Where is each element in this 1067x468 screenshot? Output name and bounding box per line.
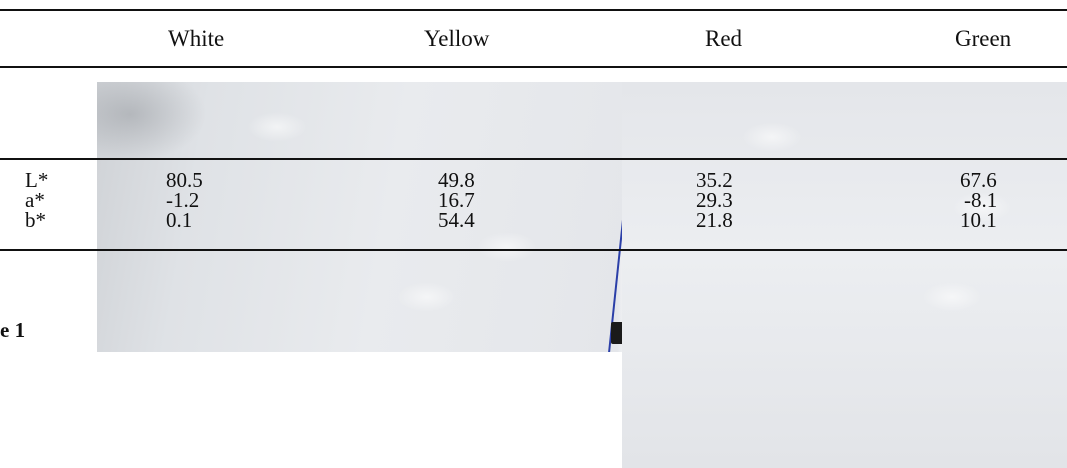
texture-spot <box>247 112 307 142</box>
row-label-l: L* <box>25 168 49 192</box>
table-top-rule <box>0 9 1067 11</box>
table-cell: 80.5 <box>166 168 203 192</box>
table-cell: 10.1 <box>960 208 997 232</box>
row-label-b: b* <box>25 208 46 232</box>
table-cell: 16.7 <box>438 188 475 212</box>
table-cell: 21.8 <box>696 208 733 232</box>
table-body-top-rule <box>0 158 1067 160</box>
table-bottom-rule <box>0 249 1067 251</box>
caption-fragment: e 1 <box>0 318 26 342</box>
table-header-rule <box>0 66 1067 68</box>
row-label-a: a* <box>25 188 45 212</box>
column-header-yellow: Yellow <box>424 26 490 51</box>
table-cell: 29.3 <box>696 188 733 212</box>
table-cell: -8.1 <box>964 188 998 212</box>
texture-spot <box>952 192 1012 222</box>
fabric-crease <box>617 242 622 352</box>
table-cell: -1.2 <box>166 188 200 212</box>
texture-spot <box>922 282 982 312</box>
sample-photo-right <box>622 82 1067 468</box>
column-header-white: White <box>168 26 225 51</box>
texture-spot <box>742 122 802 152</box>
table-cell: 0.1 <box>166 208 193 232</box>
table-cell: 54.4 <box>438 208 475 232</box>
black-marker <box>611 322 622 344</box>
sample-photo-left <box>97 82 622 352</box>
texture-spot <box>477 232 537 262</box>
column-header-red: Red <box>705 26 743 51</box>
table-cell: 67.6 <box>960 168 997 192</box>
column-header-green: Green <box>955 26 1012 51</box>
texture-spot <box>397 282 457 312</box>
table-cell: 35.2 <box>696 168 733 192</box>
table-cell: 49.8 <box>438 168 475 192</box>
